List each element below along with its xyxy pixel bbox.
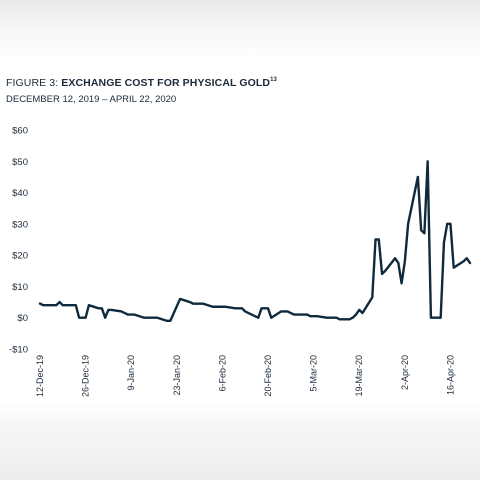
- bottom-shadow: [0, 398, 480, 480]
- top-shadow: [0, 0, 480, 60]
- y-tick-label: $40: [12, 188, 28, 199]
- x-tick-label: 9-Jan-20: [126, 355, 136, 391]
- x-tick-label: 5-Mar-20: [309, 355, 319, 392]
- y-tick-label: $30: [12, 219, 28, 230]
- x-axis: 12-Dec-19 26-Dec-19 9-Jan-20 23-Jan-20 6-Feb…: [35, 355, 455, 397]
- figure-subtitle: DECEMBER 12, 2019 – APRIL 22, 2020: [6, 94, 177, 105]
- figure-prefix: FIGURE 3:: [6, 77, 62, 89]
- y-tick-label: -$10: [9, 345, 28, 356]
- x-tick-label: 26-Dec-19: [81, 355, 91, 397]
- y-tick-label: $60: [12, 126, 28, 137]
- x-tick-label: 2-Apr-20: [400, 355, 410, 390]
- x-tick-label: 20-Feb-20: [263, 355, 273, 397]
- x-tick-label: 23-Jan-20: [172, 355, 182, 396]
- series-line: [38, 160, 472, 323]
- x-tick-label: 12-Dec-19: [35, 355, 45, 397]
- x-tick-label: 16-Apr-20: [445, 355, 455, 395]
- y-axis: $60 $50 $40 $30 $20 $10 $0 -$10: [9, 126, 28, 356]
- x-tick-label: 19-Mar-20: [354, 355, 364, 397]
- figure-title-text: EXCHANGE COST FOR PHYSICAL GOLD: [61, 77, 271, 89]
- series-layer: [38, 160, 472, 323]
- x-tick-label: 6-Feb-20: [217, 355, 227, 392]
- figure-title: FIGURE 3: EXCHANGE COST FOR PHYSICAL GOL…: [6, 77, 277, 89]
- y-tick-label: $50: [12, 157, 28, 168]
- y-tick-label: $20: [12, 251, 28, 262]
- figure-footnote-ref: 13: [270, 77, 277, 83]
- y-tick-label: $10: [12, 282, 28, 293]
- y-tick-label: $0: [17, 313, 28, 324]
